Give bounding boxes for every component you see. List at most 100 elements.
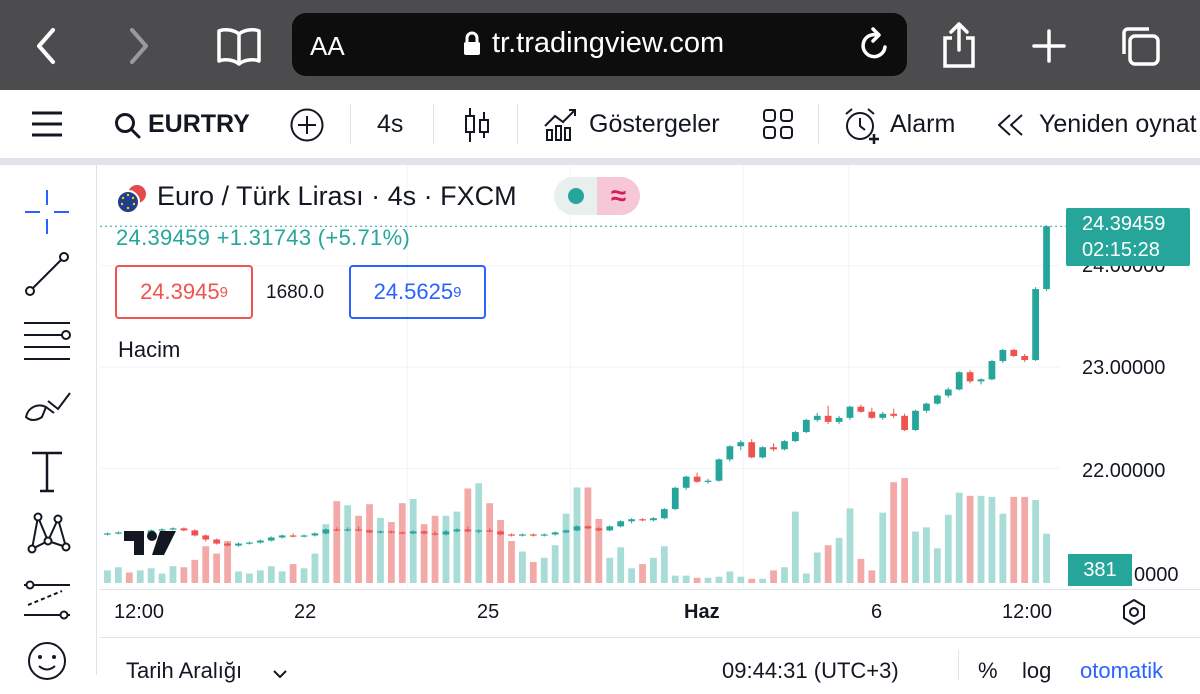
volume-bar [246,573,253,583]
volume-bar [606,557,614,583]
volume-bar [398,503,406,583]
candle-body [650,518,657,521]
bottom-toolbar: Tarih Aralığı 09:44:31 (UTC+3) % log oto… [100,637,1200,683]
replay-icon[interactable] [996,112,1026,143]
volume-bar [628,568,635,583]
volume-bar [562,513,570,583]
candle-body [1021,356,1029,361]
volume-bar [551,545,559,583]
volume-bar [671,575,679,583]
candle-body [802,419,810,433]
y-tick: 22.00000 [1082,460,1166,482]
bookmarks-icon[interactable] [212,22,266,70]
volume-bar [584,487,592,583]
candle-body [1032,289,1040,361]
buy-button[interactable]: 24.5625 9 [349,265,486,319]
volume-bar [857,558,865,583]
fib-retracement-icon[interactable] [22,317,72,367]
symbol-search[interactable]: EURTRY [148,110,250,138]
address-bar[interactable]: AA tr.tradingview.com [292,13,907,76]
volume-bar [650,557,657,583]
volume-bar [802,573,810,583]
candle-body [191,530,199,536]
time-axis-line [100,589,1200,590]
market-status[interactable]: ≈ [554,177,640,215]
volume-bar [977,495,985,583]
volume-bar [660,546,668,583]
indicators-button[interactable]: Göstergeler [589,110,720,138]
forecast-icon[interactable] [22,575,72,625]
crosshair-icon[interactable] [22,187,72,237]
symbol-title[interactable]: Euro / Türk Lirası · 4s · FXCM [157,181,517,211]
replay-button[interactable]: Yeniden oynat [1039,110,1197,138]
tabs-icon[interactable] [1115,22,1165,70]
back-icon[interactable] [22,22,70,70]
search-icon[interactable] [114,112,142,145]
volume-bar [944,514,952,583]
alert-button[interactable]: Alarm [890,110,956,138]
alarm-clock-icon[interactable] [842,106,882,151]
chart-pane[interactable]: Euro / Türk Lirası · 4s · FXCM ≈ 24.3945… [100,165,1200,635]
volume-bar [540,557,548,583]
price-change: 24.39459 +1.31743 (+5.71%) [116,225,410,251]
sell-button[interactable]: 24.3945 9 [115,265,253,319]
drawing-toolbar [0,165,97,680]
y-tick: 23.00000 [1082,357,1166,379]
separator [433,104,434,144]
reload-icon[interactable] [857,27,891,68]
candle-body [628,519,635,522]
layout-grid-icon[interactable] [762,108,794,145]
emoji-icon[interactable] [22,639,72,689]
pattern-icon[interactable] [22,509,72,559]
interval-button[interactable]: 4s [377,110,404,138]
settings-gear-icon[interactable] [1120,598,1148,631]
log-toggle[interactable]: log [1022,658,1052,683]
volume-bar [311,553,319,583]
candle-body [617,521,625,527]
candle-body [923,403,930,411]
volume-bar [573,487,581,583]
auto-scale-toggle[interactable]: otomatik [1080,658,1164,683]
candle-body [901,415,908,431]
trend-line-icon[interactable] [22,249,72,299]
candle-body [737,442,745,447]
volume-bar [726,571,734,583]
date-range-button[interactable]: Tarih Aralığı [126,658,243,683]
last-price-value: 24.39459 [1082,213,1166,235]
volume-bar [147,568,155,583]
text-size-button[interactable]: AA [310,31,345,61]
percent-toggle[interactable]: % [978,658,998,683]
candles-icon[interactable] [462,106,492,149]
candle-body [792,432,799,442]
indicators-icon[interactable] [543,106,579,147]
candle-body [781,441,788,450]
volume-bar [529,562,537,583]
volume-bar [617,547,625,583]
volume-bar [1043,533,1050,583]
volume-bar [355,515,362,583]
candle-body [759,447,767,458]
volume-bar [846,508,854,583]
volume-bar [813,552,821,583]
text-tool-icon[interactable] [22,447,72,497]
new-tab-icon[interactable] [1025,22,1073,70]
candle-body [857,406,865,412]
chart-toolbar: EURTRY 4s Göstergeler Alarm Yeniden oyna… [0,90,1200,159]
flag-icon [116,183,152,220]
menu-icon[interactable] [30,110,64,143]
volume-value-label: 381 [1068,554,1132,586]
candle-body [104,533,111,535]
brush-icon[interactable] [22,383,72,433]
compare-add-icon[interactable] [289,107,325,148]
candle-body [1043,226,1050,290]
volume-bar [158,573,166,583]
candle-body [355,529,362,531]
share-icon[interactable] [935,18,983,72]
forward-icon[interactable] [115,22,163,70]
layout-divider [0,158,1200,165]
candlestick-chart[interactable] [100,165,1200,635]
candle-body [508,534,515,536]
separator [350,104,351,144]
volume-bar [497,520,504,583]
timezone-clock[interactable]: 09:44:31 (UTC+3) [722,658,899,683]
